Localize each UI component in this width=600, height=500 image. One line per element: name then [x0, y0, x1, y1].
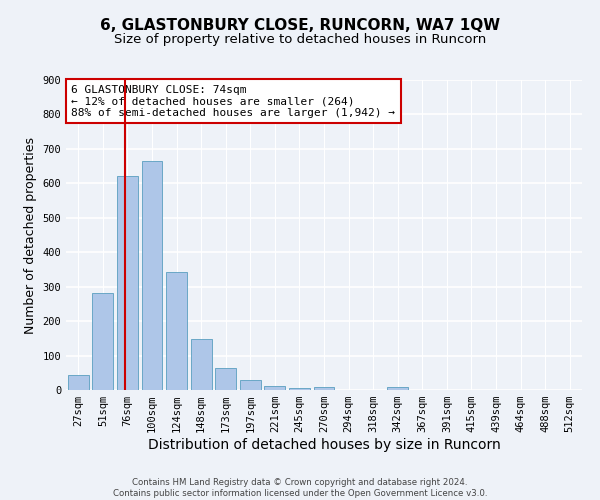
Text: Size of property relative to detached houses in Runcorn: Size of property relative to detached ho…: [114, 32, 486, 46]
Bar: [387, 387, 408, 390]
Bar: [289, 388, 310, 390]
Text: 6, GLASTONBURY CLOSE, RUNCORN, WA7 1QW: 6, GLASTONBURY CLOSE, RUNCORN, WA7 1QW: [100, 18, 500, 32]
Bar: [215, 368, 236, 390]
Text: Contains HM Land Registry data © Crown copyright and database right 2024.
Contai: Contains HM Land Registry data © Crown c…: [113, 478, 487, 498]
Text: 6 GLASTONBURY CLOSE: 74sqm
← 12% of detached houses are smaller (264)
88% of sem: 6 GLASTONBURY CLOSE: 74sqm ← 12% of deta…: [71, 84, 395, 118]
Bar: [68, 375, 89, 390]
Bar: [166, 272, 187, 390]
Y-axis label: Number of detached properties: Number of detached properties: [24, 136, 37, 334]
X-axis label: Distribution of detached houses by size in Runcorn: Distribution of detached houses by size …: [148, 438, 500, 452]
Bar: [92, 293, 113, 390]
Bar: [265, 386, 286, 390]
Bar: [142, 161, 163, 390]
Bar: [191, 339, 212, 390]
Bar: [240, 380, 261, 390]
Bar: [314, 386, 334, 390]
Bar: [117, 176, 138, 390]
